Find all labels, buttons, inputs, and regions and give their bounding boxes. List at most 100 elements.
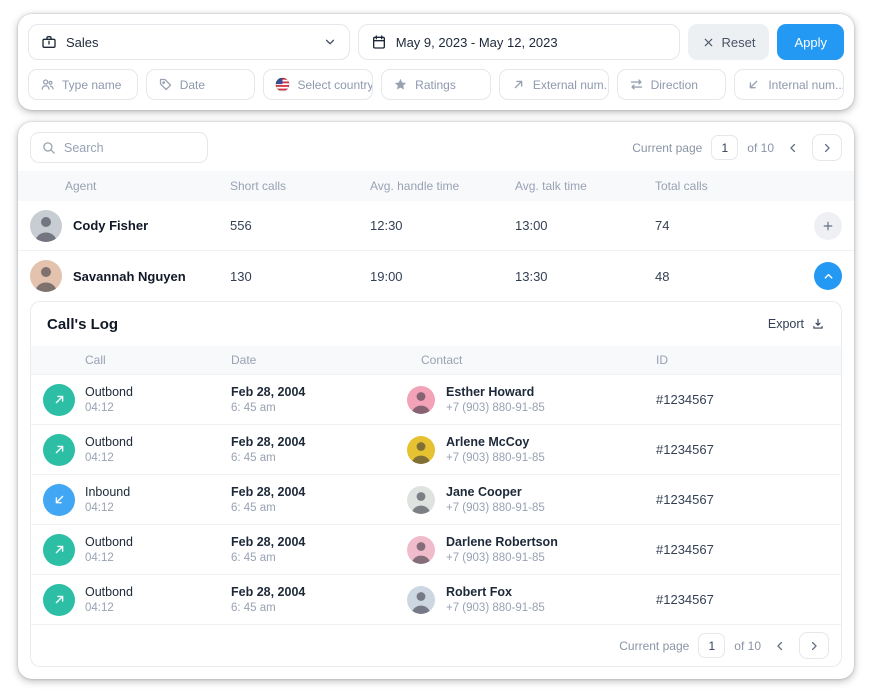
plus-icon	[821, 219, 835, 233]
page-number-input[interactable]	[698, 633, 726, 658]
agent-cell: Cody Fisher	[30, 209, 230, 242]
page-count-label: of 10	[747, 140, 774, 155]
tag-icon	[158, 77, 173, 92]
date-range-select[interactable]: May 9, 2023 - May 12, 2023	[357, 24, 680, 60]
column-header-avg-talk-time: Avg. talk time	[515, 179, 587, 193]
short-calls-value: 130	[230, 268, 252, 284]
filter-label: Direction	[650, 77, 698, 92]
next-page-button[interactable]	[812, 134, 842, 161]
contact-name: Robert Fox	[446, 585, 512, 599]
contact-name: Arlene McCoy	[446, 435, 530, 449]
export-button[interactable]: Export	[768, 317, 825, 331]
call-direction: Outbond	[85, 435, 133, 449]
call-log-row: Outbond 04:12 Feb 28, 2004 6: 45 am Darlen…	[31, 524, 841, 574]
calls-log-pagination: Current page of 10	[619, 632, 829, 659]
call-time: 6: 45 am	[231, 452, 276, 464]
call-date: Feb 28, 2004	[231, 535, 306, 549]
calendar-icon	[371, 34, 387, 50]
apply-button[interactable]: Apply	[777, 24, 844, 60]
inbound-call-icon	[43, 483, 75, 516]
call-duration: 04:12	[85, 402, 114, 414]
filter-internal-number[interactable]: Internal num...	[734, 69, 845, 100]
search-row: Current page of 10	[18, 122, 854, 171]
column-header-avg-handle-time: Avg. handle time	[370, 179, 460, 193]
call-id: #1234567	[656, 542, 714, 557]
star-icon	[393, 77, 408, 92]
column-header-id: ID	[656, 353, 668, 367]
team-select-value: Sales	[66, 34, 99, 50]
avg-handle-time-value: 12:30	[370, 218, 403, 233]
column-header-contact: Contact	[421, 353, 463, 367]
page-number-input[interactable]	[711, 135, 739, 160]
outbound-call-icon	[43, 533, 75, 566]
call-direction: Outbond	[85, 385, 133, 399]
avg-talk-time-value: 13:30	[515, 268, 548, 284]
us-flag-icon	[275, 77, 290, 92]
call-duration: 04:12	[85, 552, 114, 564]
contact-name: Esther Howard	[446, 385, 535, 399]
contact-phone: +7 (903) 880-91-85	[446, 602, 545, 614]
contact-phone: +7 (903) 880-91-85	[446, 402, 545, 414]
current-page-label: Current page	[632, 140, 703, 155]
filter-type-name[interactable]: Type name	[28, 69, 138, 100]
filter-label: Date	[179, 77, 206, 92]
call-duration: 04:12	[85, 602, 114, 614]
column-header-total-calls: Total calls	[655, 179, 708, 193]
call-direction: Inbound	[85, 485, 131, 499]
call-id: #1234567	[656, 392, 714, 407]
filter-label: External num..	[532, 77, 609, 92]
search-input[interactable]	[64, 140, 197, 155]
collapse-row-button[interactable]	[814, 262, 842, 290]
agent-cell: Savannah Nguyen	[30, 260, 230, 292]
filter-external-number[interactable]: External num..	[498, 69, 609, 100]
chevron-down-icon	[323, 35, 337, 49]
calls-log-header: Call Date Contact ID	[31, 346, 841, 374]
contact-phone: +7 (903) 880-91-85	[446, 552, 545, 564]
reset-button[interactable]: Reset	[687, 24, 770, 60]
search-box[interactable]	[30, 132, 208, 163]
call-log-row: Inbound 04:12 Feb 28, 2004 6: 45 am Jane C…	[31, 474, 841, 524]
avatar	[30, 209, 62, 242]
filter-direction[interactable]: Direction	[616, 69, 727, 100]
page-count-label: of 10	[734, 638, 761, 653]
call-date: Feb 28, 2004	[231, 435, 306, 449]
export-button-label: Export	[767, 317, 804, 331]
agent-row: Cody Fisher 556 12:30 13:00 74	[18, 201, 854, 251]
calls-log-panel: Call's Log Export Call Date Contact ID	[30, 301, 842, 667]
total-calls-value: 48	[655, 268, 670, 284]
outbound-call-icon	[43, 583, 75, 616]
filter-date[interactable]: Date	[145, 69, 256, 100]
avg-handle-time-value: 19:00	[370, 268, 403, 284]
column-header-call: Call	[85, 353, 106, 367]
filter-label: Select country	[297, 77, 374, 92]
expand-row-button[interactable]	[814, 211, 842, 240]
date-range-value: May 9, 2023 - May 12, 2023	[395, 34, 558, 50]
avatar	[407, 535, 435, 564]
avatar	[407, 385, 435, 414]
download-icon	[811, 317, 825, 331]
outbound-call-icon	[43, 433, 75, 466]
call-time: 6: 45 am	[231, 502, 276, 514]
prev-page-button[interactable]	[783, 135, 803, 161]
contact-name: Jane Cooper	[446, 485, 522, 499]
call-date: Feb 28, 2004	[231, 485, 306, 499]
contact-name: Darlene Robertson	[446, 535, 558, 549]
filter-label: Ratings	[415, 77, 456, 92]
next-page-button[interactable]	[799, 632, 829, 659]
filter-ratings[interactable]: Ratings	[381, 69, 491, 100]
chevron-up-icon	[822, 270, 835, 283]
call-log-row: Outbond 04:12 Feb 28, 2004 6: 45 am Robert…	[31, 574, 841, 624]
call-log-row: Outbond 04:12 Feb 28, 2004 6: 45 am Esther…	[31, 374, 841, 424]
agent-row: Savannah Nguyen 130 19:00 13:30 48	[18, 251, 854, 301]
call-id: #1234567	[656, 592, 714, 607]
team-select[interactable]: Sales	[28, 24, 350, 60]
filter-chips-row: Type name Date Select country Ratings	[28, 69, 845, 100]
prev-page-button[interactable]	[770, 633, 790, 659]
search-icon	[41, 140, 56, 155]
call-id: #1234567	[656, 442, 714, 457]
agent-name: Cody Fisher	[73, 218, 149, 233]
calls-log-pagination-row: Current page of 10	[31, 624, 841, 666]
filter-top-row: Sales May 9, 2023 - May 12, 2023 Reset A…	[28, 24, 844, 60]
filter-select-country[interactable]: Select country	[263, 69, 374, 100]
